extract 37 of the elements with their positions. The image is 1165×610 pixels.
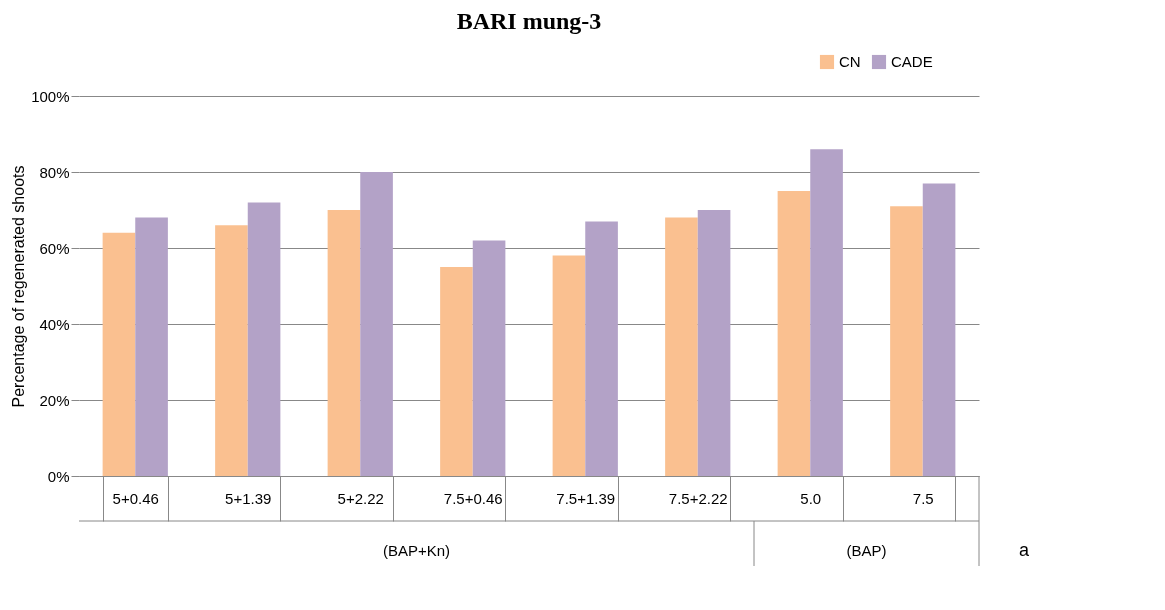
x-tick-label: 5+0.46 xyxy=(112,489,159,507)
bar xyxy=(697,210,731,476)
x-tick-label: 7.5+0.46 xyxy=(443,489,503,507)
y-tick-label: 60% xyxy=(39,239,70,257)
bar xyxy=(585,221,618,476)
bar xyxy=(777,191,811,476)
x-tick-label: 5.0 xyxy=(800,489,822,507)
bar xyxy=(665,217,698,476)
bar xyxy=(102,232,136,476)
bar xyxy=(890,206,923,476)
chart-title: BARI mung-3 xyxy=(456,8,602,34)
text: (BAP+Kn) xyxy=(382,542,451,559)
x-tick-label: 5+1.39 xyxy=(225,489,272,507)
bar xyxy=(247,202,281,476)
bar xyxy=(922,183,956,476)
bar xyxy=(135,217,168,476)
bar xyxy=(810,149,843,476)
y-tick-label: 0% xyxy=(47,467,70,485)
legend-label: CADE xyxy=(891,53,933,70)
bar xyxy=(472,240,506,476)
y-axis-title: Percentage of regenerated shoots xyxy=(10,165,28,408)
y-tick-label: 20% xyxy=(39,391,70,409)
text: (BAP) xyxy=(846,542,887,559)
y-tick-label: 100% xyxy=(31,87,70,105)
bar xyxy=(360,172,393,476)
x-tick-label: 7.5 xyxy=(912,489,934,507)
bar xyxy=(327,210,361,476)
bar xyxy=(440,267,473,476)
y-tick-label: 40% xyxy=(39,315,70,333)
x-tick-label: 7.5+2.22 xyxy=(668,489,728,507)
text: a xyxy=(1018,540,1030,560)
y-tick-label: 80% xyxy=(39,163,70,181)
bar xyxy=(215,225,248,476)
bar xyxy=(552,255,586,476)
x-tick-label: 7.5+1.39 xyxy=(556,489,616,507)
legend-label: CN xyxy=(839,53,861,70)
x-tick-label: 5+2.22 xyxy=(337,489,384,507)
